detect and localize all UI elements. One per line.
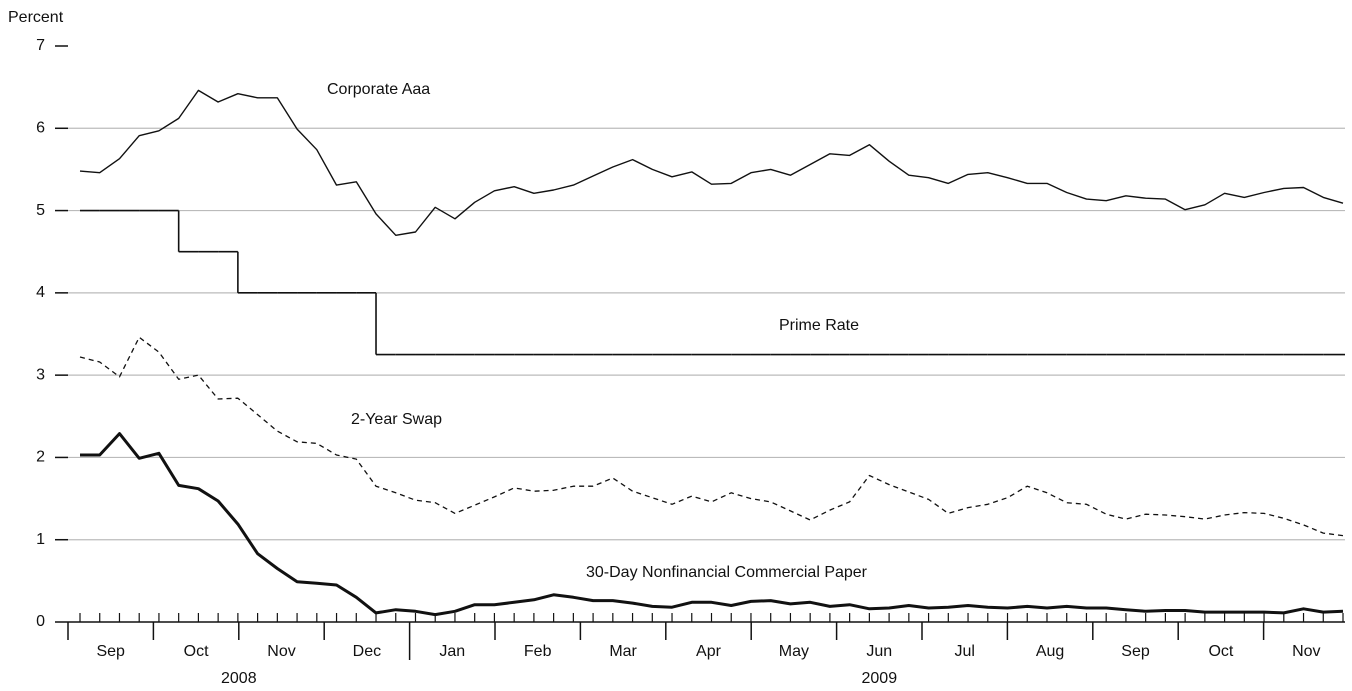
series-line: [79, 336, 1344, 537]
month-label: Feb: [524, 643, 552, 660]
series-label: 30-Day Nonfinancial Commercial Paper: [586, 564, 868, 581]
month-label: Aug: [1036, 643, 1064, 660]
month-label: Oct: [184, 643, 209, 660]
y-axis-label: Percent: [8, 9, 64, 26]
series-label: Prime Rate: [779, 317, 859, 334]
y-tick-label: 0: [36, 613, 45, 630]
month-label: Dec: [353, 643, 381, 660]
month-label: Jan: [439, 643, 465, 660]
series-label: Corporate Aaa: [327, 81, 430, 98]
y-tick-label: 3: [36, 366, 45, 383]
month-label: Mar: [609, 643, 637, 660]
y-tick-label: 4: [36, 284, 45, 301]
series-line: [79, 89, 1344, 236]
month-label: Apr: [696, 643, 722, 660]
month-label: Nov: [267, 643, 295, 660]
series-line: [80, 432, 1344, 617]
month-label: Jul: [954, 643, 974, 660]
year-label: 2008: [221, 670, 257, 687]
month-label: Sep: [96, 643, 125, 660]
month-label: May: [779, 643, 809, 660]
y-tick-label: 2: [36, 449, 45, 466]
month-label: Oct: [1208, 643, 1233, 660]
month-label: Nov: [1292, 643, 1320, 660]
y-tick-label: 7: [36, 37, 45, 54]
year-label: 2009: [862, 670, 898, 687]
y-tick-label: 1: [36, 531, 45, 548]
y-tick-label: 6: [36, 120, 45, 137]
series-label: 2-Year Swap: [351, 411, 442, 428]
y-tick-label: 5: [36, 202, 45, 219]
month-label: Jun: [866, 643, 892, 660]
month-label: Sep: [1121, 643, 1150, 660]
